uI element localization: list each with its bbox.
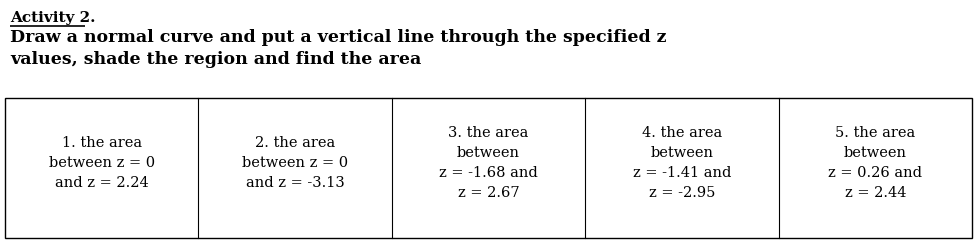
Text: 2. the area
between z = 0
and z = -3.13: 2. the area between z = 0 and z = -3.13 <box>242 136 348 190</box>
Text: 3. the area
between
z = -1.68 and
z = 2.67: 3. the area between z = -1.68 and z = 2.… <box>439 126 538 200</box>
Text: Draw a normal curve and put a vertical line through the specified z
values, shad: Draw a normal curve and put a vertical l… <box>10 29 666 68</box>
Text: Activity 2.: Activity 2. <box>10 11 96 25</box>
Bar <box>5 98 972 238</box>
Text: 4. the area
between
z = -1.41 and
z = -2.95: 4. the area between z = -1.41 and z = -2… <box>633 126 731 200</box>
Text: 1. the area
between z = 0
and z = 2.24: 1. the area between z = 0 and z = 2.24 <box>49 136 154 190</box>
Text: 5. the area
between
z = 0.26 and
z = 2.44: 5. the area between z = 0.26 and z = 2.4… <box>828 126 922 200</box>
